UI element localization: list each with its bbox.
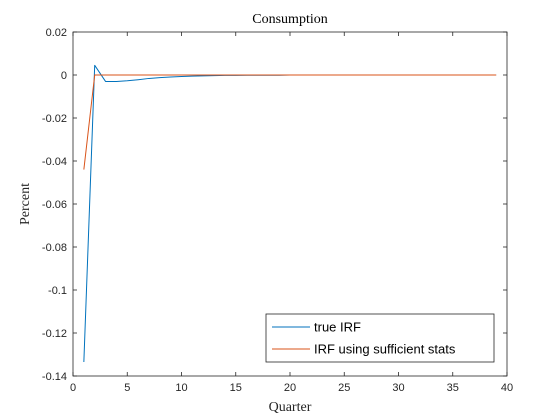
x-tick-label: 10	[175, 382, 187, 394]
x-tick-label: 35	[447, 382, 459, 394]
series-line-irf-sufficient-stats	[83, 74, 497, 170]
x-axis-label: Quarter	[269, 400, 312, 415]
legend-box	[265, 313, 495, 363]
y-tick-label: -0.04	[42, 156, 67, 168]
x-tick-label: 0	[70, 382, 76, 394]
x-tick-label: 30	[392, 382, 404, 394]
y-tick-label: 0.02	[46, 27, 67, 39]
y-tick-label: -0.14	[42, 371, 67, 383]
y-tick-label: -0.08	[42, 242, 67, 254]
series-layer	[83, 64, 497, 363]
axes-box	[72, 31, 508, 377]
y-tick-label: 0	[61, 70, 67, 82]
x-tick-label: 5	[124, 382, 130, 394]
chart-title: Consumption	[252, 12, 327, 27]
x-tick-label: 15	[230, 382, 242, 394]
y-tick-label: -0.02	[42, 113, 67, 125]
legend-label-irf-sufficient-stats: IRF using sufficient stats	[314, 342, 456, 357]
x-tick-label: 20	[284, 382, 296, 394]
y-tick-label: -0.06	[42, 199, 67, 211]
y-axis-label: Percent	[18, 183, 33, 225]
legend: true IRF IRF using sufficient stats	[265, 313, 495, 363]
ticks-layer: 0 5 10 15 20 25 30 35 40 -0.14 -0.12 -0.1 -0.08 -0.06…	[42, 27, 513, 394]
x-tick-label: 40	[501, 382, 513, 394]
legend-label-true-irf: true IRF	[314, 320, 361, 335]
x-tick-label: 25	[338, 382, 350, 394]
y-tick-label: -0.1	[48, 285, 67, 297]
y-tick-label: -0.12	[42, 328, 67, 340]
